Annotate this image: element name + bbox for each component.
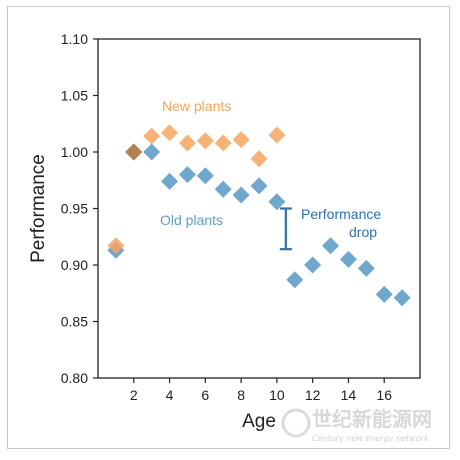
x-tick-label: 2	[130, 387, 138, 403]
watermark-text-cn: 世纪新能源网	[312, 407, 432, 431]
y-tick-label: 0.95	[61, 201, 88, 217]
y-tick-label: 1.05	[61, 88, 88, 104]
new-plants-point	[161, 124, 179, 142]
new-plants-point	[107, 237, 125, 255]
old-plants-point	[304, 256, 322, 274]
x-tick-label: 14	[341, 387, 357, 403]
old-plants-point	[143, 143, 161, 161]
watermark-logo-icon	[281, 408, 311, 438]
y-tick-label: 0.90	[61, 257, 88, 273]
x-tick-label: 6	[201, 387, 209, 403]
old-plants-point	[232, 186, 250, 204]
data-points	[107, 124, 411, 307]
x-tick-label: 16	[376, 387, 392, 403]
old-plants-point	[286, 271, 304, 289]
y-tick-label: 1.10	[61, 31, 88, 47]
new-plants-point	[214, 134, 232, 152]
new-plants-point	[232, 131, 250, 149]
old-plants-point	[196, 167, 214, 185]
watermark-logo: 世纪新能源网 Century new energy network	[281, 407, 432, 443]
figure-frame	[7, 6, 450, 449]
y-tick-label: 0.85	[61, 314, 88, 330]
x-axis: 2 4 6 8 10 12 14 16	[130, 378, 392, 403]
old-plants-point	[322, 237, 340, 255]
old-plants-point	[357, 259, 375, 277]
label-old-plants: Old plants	[160, 212, 223, 228]
x-tick-label: 4	[166, 387, 174, 403]
old-plants-point	[161, 172, 179, 190]
new-plants-point	[250, 150, 268, 168]
watermark-text-en: Century new energy network	[312, 434, 429, 443]
old-plants-point	[268, 193, 286, 211]
x-tick-label: 12	[305, 387, 321, 403]
new-plants-point	[143, 127, 161, 145]
performance-drop-bar	[279, 207, 292, 251]
new-plants-point	[268, 126, 286, 144]
label-performance-drop-line2: drop	[349, 224, 377, 240]
new-plants-point	[178, 134, 196, 152]
new-plants-point	[196, 132, 214, 150]
label-new-plants: New plants	[162, 98, 231, 114]
y-tick-label: 1.00	[61, 144, 88, 160]
old-plants-point	[339, 250, 357, 268]
old-plants-point	[214, 180, 232, 198]
y-axis: 0.80 0.85 0.90 0.95 1.00 1.05 1.10	[61, 31, 98, 386]
label-performance-drop-line1: Performance	[301, 206, 381, 222]
x-tick-label: 10	[269, 387, 285, 403]
old-plants-point	[375, 285, 393, 303]
x-tick-label: 8	[237, 387, 245, 403]
old-plants-point	[393, 289, 411, 307]
new-plants-point	[125, 143, 143, 161]
y-tick-label: 0.80	[61, 370, 88, 386]
annotations: New plants Old plants Performance drop	[160, 98, 381, 251]
x-axis-title: Age	[242, 411, 276, 432]
y-axis-title: Performance	[28, 154, 49, 263]
old-plants-point	[250, 177, 268, 195]
old-plants-point	[178, 166, 196, 184]
